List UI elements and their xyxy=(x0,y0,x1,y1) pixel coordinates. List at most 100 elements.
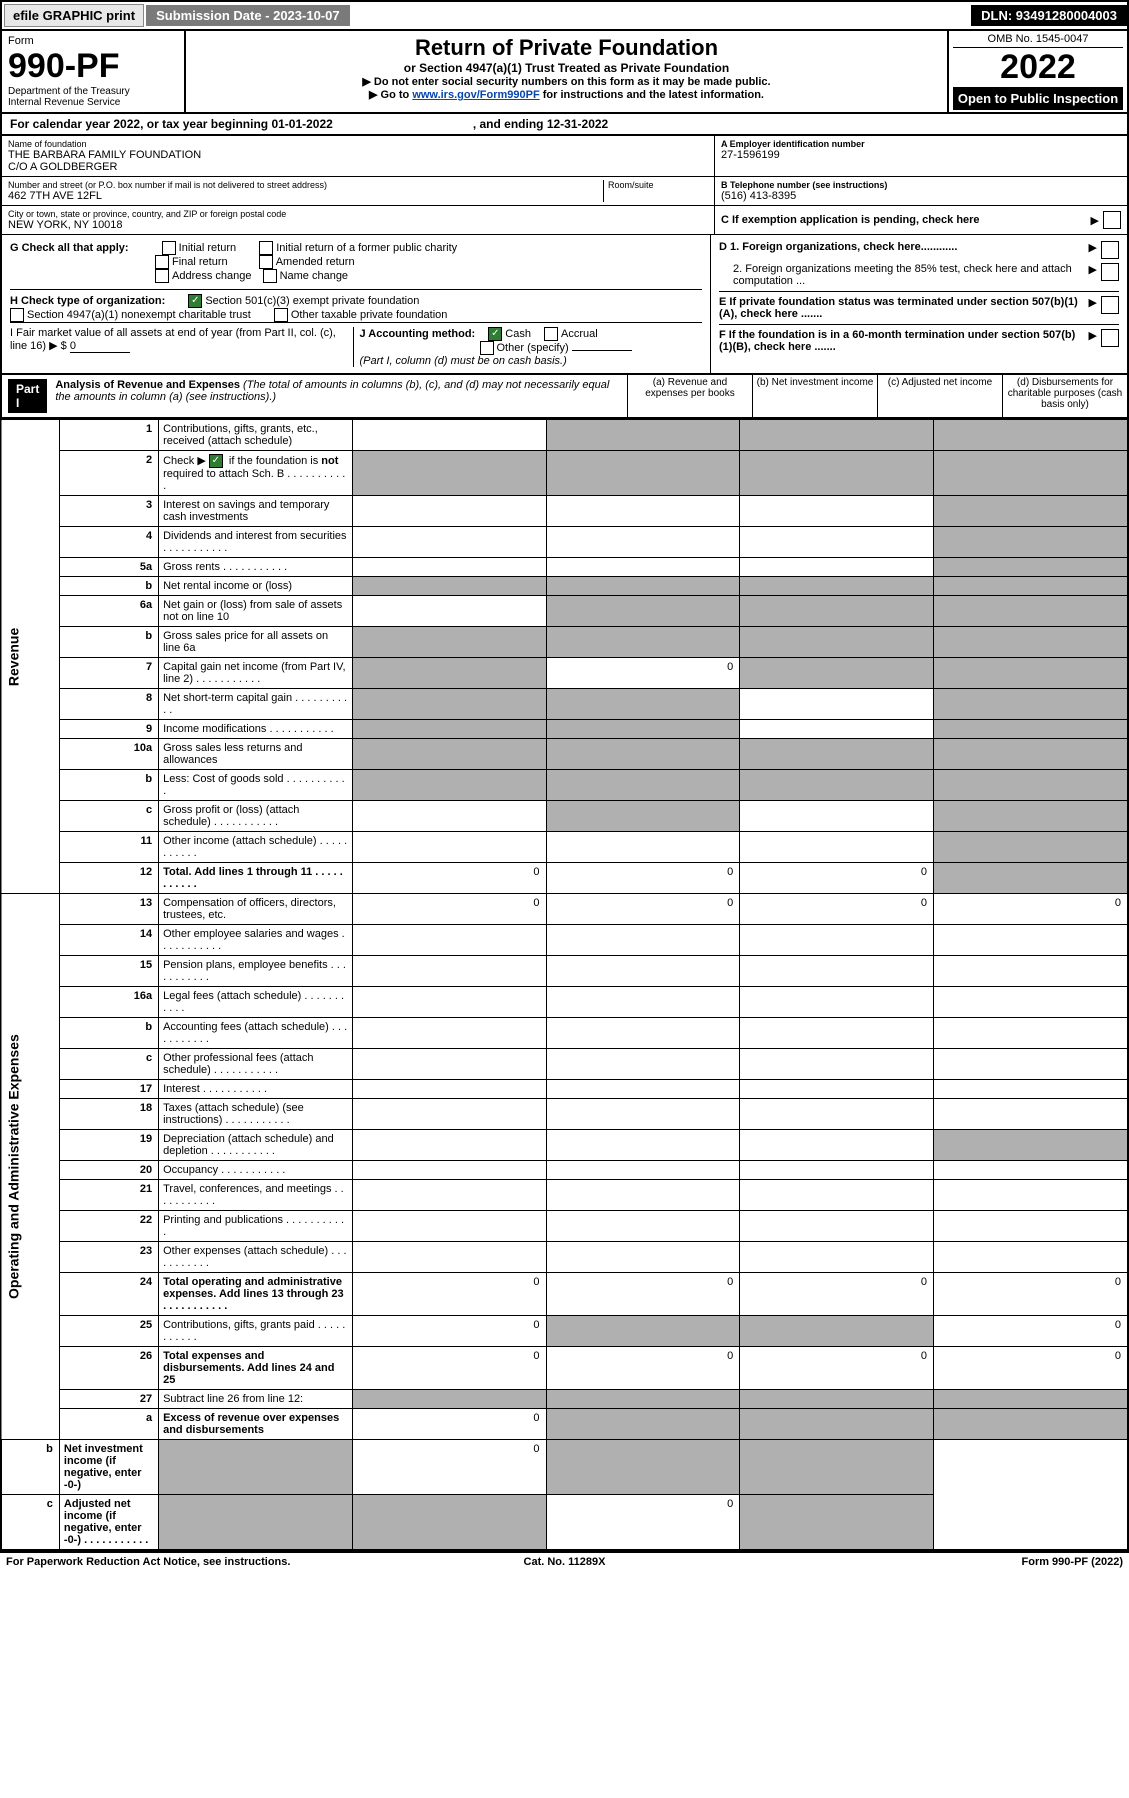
cell-value: 0 xyxy=(933,1347,1128,1390)
line-desc: Net short-term capital gain xyxy=(159,689,353,720)
line-desc: Capital gain net income (from Part IV, l… xyxy=(159,658,353,689)
table-row: 17Interest xyxy=(1,1080,1128,1099)
j-other-checkbox[interactable] xyxy=(480,341,494,355)
f-checkbox[interactable] xyxy=(1101,329,1119,347)
cell-value: 0 xyxy=(352,863,546,894)
tel-label: B Telephone number (see instructions) xyxy=(721,180,1121,190)
cell-shaded xyxy=(352,689,546,720)
cell-value xyxy=(352,420,546,451)
cell-value xyxy=(546,527,740,558)
table-row: 15Pension plans, employee benefits xyxy=(1,956,1128,987)
form-ref: Form 990-PF (2022) xyxy=(751,1556,1123,1568)
check-section: G Check all that apply: Initial return I… xyxy=(0,235,1129,375)
line-desc: Income modifications xyxy=(159,720,353,739)
g-address-checkbox[interactable] xyxy=(155,269,169,283)
j-accrual-checkbox[interactable] xyxy=(544,327,558,341)
line-num: 26 xyxy=(59,1347,158,1390)
cell-shaded xyxy=(546,1390,740,1409)
cell-value xyxy=(546,1080,740,1099)
cell-value: 0 xyxy=(546,1347,740,1390)
cell-shaded xyxy=(546,801,740,832)
cell-value xyxy=(740,496,934,527)
line-desc: Gross profit or (loss) (attach schedule) xyxy=(159,801,353,832)
h-501c3-checkbox[interactable] xyxy=(188,294,202,308)
cell-shaded xyxy=(352,627,546,658)
d2-checkbox[interactable] xyxy=(1101,263,1119,281)
line-desc: Total expenses and disbursements. Add li… xyxy=(159,1347,353,1390)
cell-value: 0 xyxy=(352,1316,546,1347)
cell-value xyxy=(352,496,546,527)
table-row: 26Total expenses and disbursements. Add … xyxy=(1,1347,1128,1390)
line-num: c xyxy=(59,1049,158,1080)
table-row: cOther professional fees (attach schedul… xyxy=(1,1049,1128,1080)
line-num: c xyxy=(1,1495,59,1551)
cell-value xyxy=(352,987,546,1018)
c-checkbox[interactable] xyxy=(1103,211,1121,229)
city-value: NEW YORK, NY 10018 xyxy=(8,219,708,231)
cell-value xyxy=(740,925,934,956)
j-note: (Part I, column (d) must be on cash basi… xyxy=(360,355,567,367)
cell-shaded xyxy=(546,720,740,739)
cell-value xyxy=(546,832,740,863)
table-row: 5aGross rents xyxy=(1,558,1128,577)
table-row: 24Total operating and administrative exp… xyxy=(1,1273,1128,1316)
line-num: 6a xyxy=(59,596,158,627)
line-desc: Legal fees (attach schedule) xyxy=(159,987,353,1018)
table-row: 23Other expenses (attach schedule) xyxy=(1,1242,1128,1273)
cell-value: 0 xyxy=(546,894,740,925)
dept-treasury: Department of the Treasury xyxy=(8,86,178,97)
goto-note: ▶ Go to www.irs.gov/Form990PF for instru… xyxy=(194,88,939,101)
efile-print-button[interactable]: efile GRAPHIC print xyxy=(4,4,144,27)
line-desc: Subtract line 26 from line 12: xyxy=(159,1390,353,1409)
form-header: Form 990-PF Department of the Treasury I… xyxy=(0,31,1129,114)
table-row: 6aNet gain or (loss) from sale of assets… xyxy=(1,596,1128,627)
cell-value xyxy=(352,1242,546,1273)
cell-value xyxy=(352,1130,546,1161)
irs-link[interactable]: www.irs.gov/Form990PF xyxy=(412,89,539,101)
cell-value xyxy=(352,1099,546,1130)
tel-value: (516) 413-8395 xyxy=(721,190,1121,202)
cell-shaded xyxy=(933,627,1128,658)
line-num: 12 xyxy=(59,863,158,894)
table-row: bLess: Cost of goods sold xyxy=(1,770,1128,801)
line-desc: Depreciation (attach schedule) and deple… xyxy=(159,1130,353,1161)
d1-checkbox[interactable] xyxy=(1101,241,1119,259)
g-final-checkbox[interactable] xyxy=(155,255,169,269)
cell-value xyxy=(933,1099,1128,1130)
line-num: 17 xyxy=(59,1080,158,1099)
cell-shaded xyxy=(933,1409,1128,1440)
i-label: I Fair market value of all assets at end… xyxy=(10,327,336,352)
h-4947-checkbox[interactable] xyxy=(10,308,24,322)
line-num: b xyxy=(1,1440,59,1495)
line-num: b xyxy=(59,627,158,658)
f-label: F If the foundation is in a 60-month ter… xyxy=(719,329,1085,353)
form-title: Return of Private Foundation xyxy=(194,35,939,61)
h-other-checkbox[interactable] xyxy=(274,308,288,322)
e-checkbox[interactable] xyxy=(1101,296,1119,314)
cell-value xyxy=(740,832,934,863)
cell-value: 0 xyxy=(352,1347,546,1390)
cell-value xyxy=(933,1211,1128,1242)
line-desc: Accounting fees (attach schedule) xyxy=(159,1018,353,1049)
cell-value: 0 xyxy=(933,894,1128,925)
cell-shaded xyxy=(933,832,1128,863)
cell-value: 0 xyxy=(740,894,934,925)
cell-shaded xyxy=(352,1390,546,1409)
g-initial-checkbox[interactable] xyxy=(162,241,176,255)
g-former-checkbox[interactable] xyxy=(259,241,273,255)
cell-shaded xyxy=(546,1316,740,1347)
cell-shaded xyxy=(933,720,1128,739)
table-row: 10aGross sales less returns and allowanc… xyxy=(1,739,1128,770)
cell-value xyxy=(546,1099,740,1130)
city-c-row: City or town, state or province, country… xyxy=(0,206,1129,235)
j-cash-checkbox[interactable] xyxy=(488,327,502,341)
cell-value xyxy=(546,1049,740,1080)
cell-shaded xyxy=(740,739,934,770)
g-amended-checkbox[interactable] xyxy=(259,255,273,269)
form-number: 990-PF xyxy=(8,47,178,86)
g-name-checkbox[interactable] xyxy=(263,269,277,283)
cell-shaded xyxy=(740,1440,934,1495)
line-desc: Gross rents xyxy=(159,558,353,577)
room-label: Room/suite xyxy=(608,180,708,190)
cell-value xyxy=(352,925,546,956)
